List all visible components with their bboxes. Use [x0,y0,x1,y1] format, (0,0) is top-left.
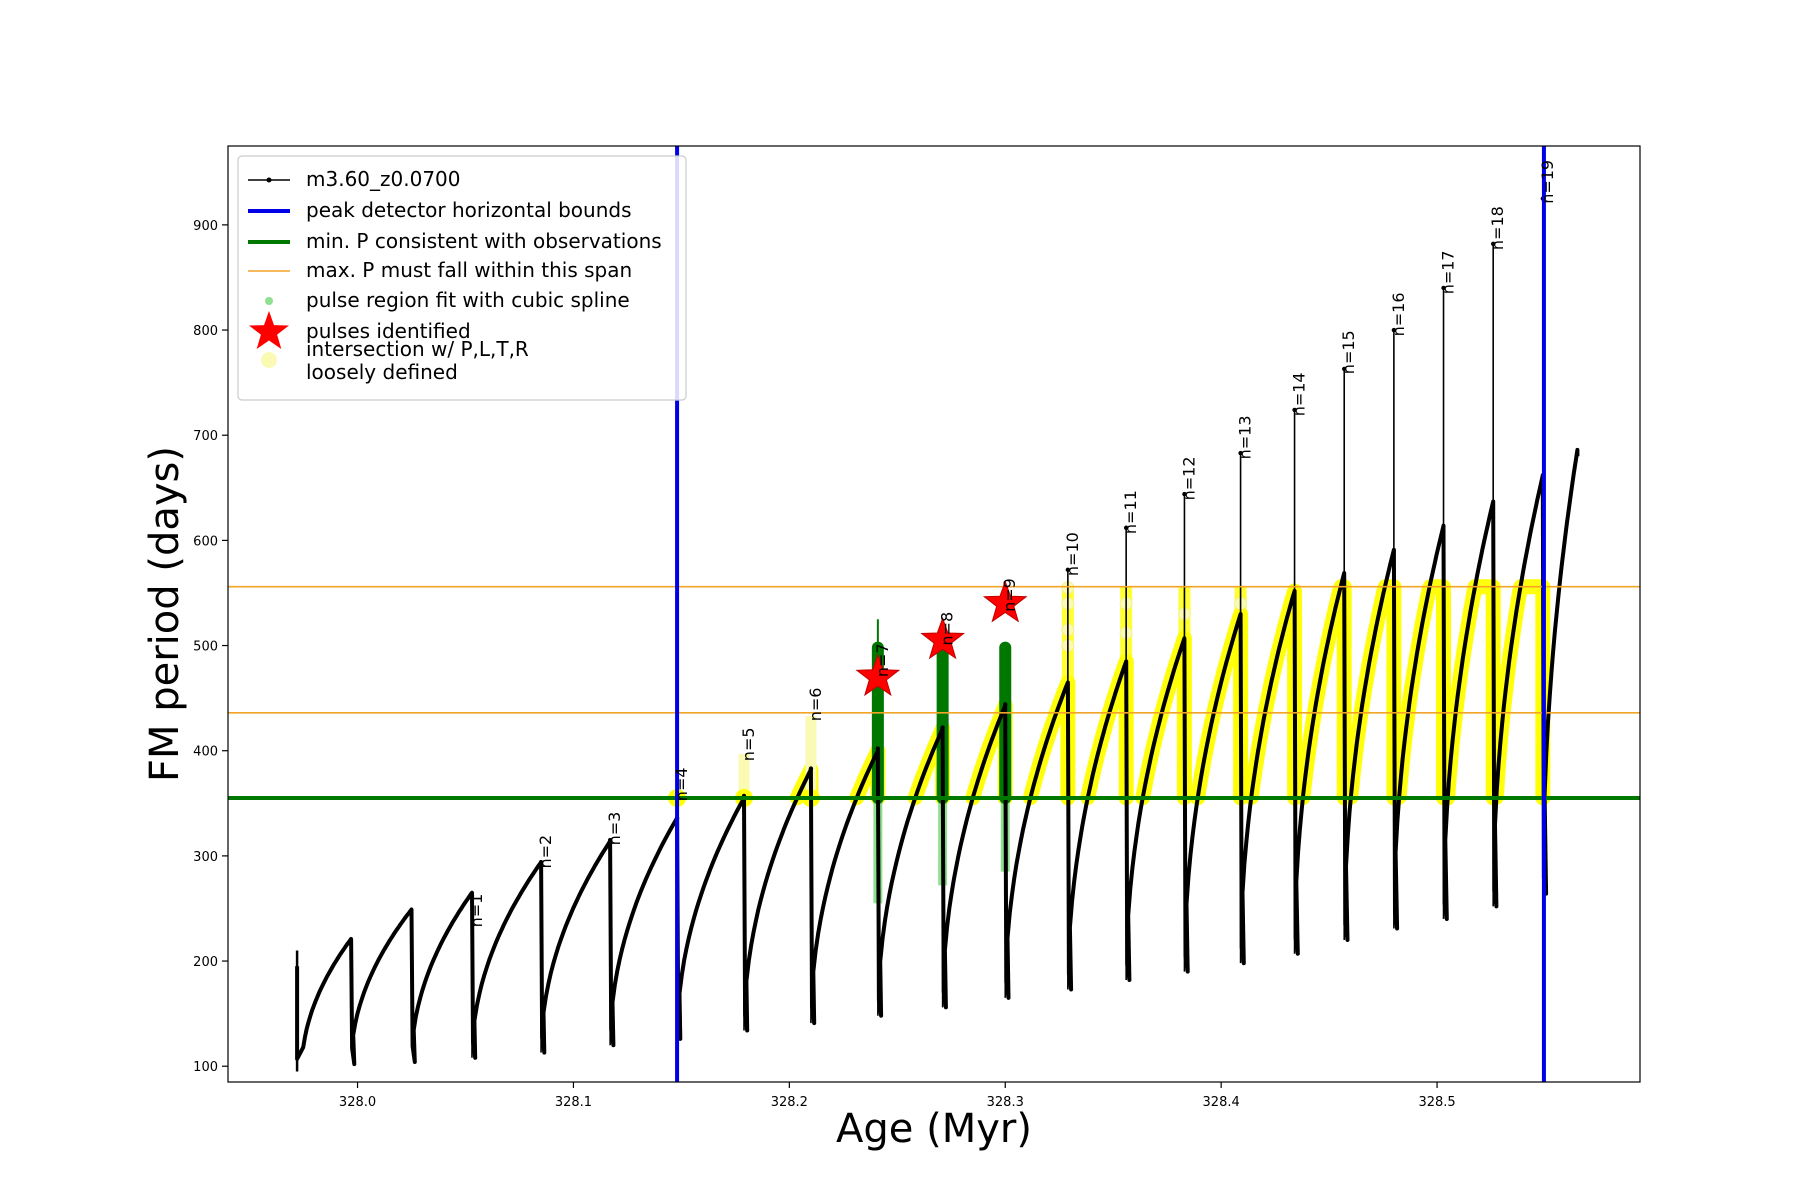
plot-frame [227,145,1641,1083]
legend-label: peak detector horizontal bounds [306,198,632,222]
spike-top-n8 [940,725,945,730]
label-n-12: n=12 [1179,456,1198,500]
y-tick-label: 400 [193,745,218,760]
legend-label: intersection w/ P,L,T,R loosely defined [306,337,529,384]
label-n-10: n=10 [1063,532,1082,576]
spike-top-n2 [538,859,544,865]
label-n-9: n=9 [1000,578,1019,612]
x-tick-label: 328.1 [555,1095,592,1110]
x-tick-label: 328.4 [1203,1095,1240,1110]
label-n-11: n=11 [1121,490,1140,534]
legend-label: m3.60_z0.0700 [306,167,461,191]
spike-top-n17 [1441,285,1446,291]
y-tick-label: 500 [193,640,218,655]
legend-entry-4: max. P must fall within this span [248,258,632,282]
x-tick-label: 328.5 [1418,1095,1455,1110]
y-tick-label: 100 [193,1060,218,1075]
legend-swatch-star [249,311,289,349]
label-n-6: n=6 [806,688,825,722]
spike-top-n6 [808,766,814,771]
label-n-13: n=13 [1236,415,1255,459]
legend-label: min. P consistent with observations [306,229,662,253]
pulse-star-8 [920,616,966,660]
x-tick-label: 328.3 [987,1095,1024,1110]
legend-swatch-track-dot [266,177,272,183]
model-track-line [295,447,1580,1067]
legend-entry-7: intersection w/ P,L,T,R loosely defined [261,337,529,384]
legend-label: pulse region fit with cubic spline [306,288,630,312]
label-n-8: n=8 [938,612,957,646]
legend-swatch-dot [265,297,273,305]
y-tick-label: 900 [193,219,218,234]
model-track-layer [295,196,1580,1072]
axes: 328.0 328.1 328.2 328.3 328.4 328.5 100 200 300 4… [193,219,1455,1110]
label-n-3: n=3 [605,812,624,846]
y-tick-label: 700 [193,429,218,444]
spike-top-n7 [875,746,881,751]
spike-top-n10 [1065,567,1071,573]
x-axis-label: Age (Myr) [836,1106,1032,1152]
spike-top-n9 [1003,702,1008,707]
legend-label-line: loosely defined [306,360,458,384]
pulse-star-9 [982,580,1028,623]
x-tick-label: 328.2 [771,1095,808,1110]
legend-entry-2: peak detector horizontal bounds [248,198,632,222]
legend-entry-6: pulses identified [249,311,471,349]
spike-top-n15 [1342,366,1347,372]
legend-entry-5: pulse region fit with cubic spline [265,288,630,312]
y-axis-label: FM period (days) [142,446,188,782]
legend-label-line: m3.60_z0.0700 [306,167,461,191]
legend-label-line: intersection w/ P,L,T,R [306,337,529,361]
label-n-18: n=18 [1488,206,1507,250]
label-n-5: n=5 [739,727,758,761]
y-tick-label: 600 [193,534,218,549]
legend-entry-3: min. P consistent with observations [248,229,662,253]
legend-label-line: pulses identified [306,319,471,343]
legend-label-line: min. P consistent with observations [306,229,662,253]
label-n-2: n=2 [536,835,555,869]
spike-top-n3 [607,837,613,843]
spike-top-n16 [1391,327,1397,333]
label-n-14: n=14 [1290,372,1309,416]
label-n-19: n=19 [1538,160,1557,204]
y-tick-label: 300 [193,850,218,865]
legend-label-line: max. P must fall within this span [306,258,632,282]
cycle-labels: n=1 n=2 n=3 n=4 n=5 n=6 n=7 n=8 n=9 n=10 n=11 n=12 n… [467,160,1557,928]
legend-label: pulses identified [306,319,471,343]
legend-entry-1: m3.60_z0.0700 [248,167,461,191]
reference-lines [228,146,1640,1082]
label-n-15: n=15 [1339,330,1358,374]
spike-top-n13 [1238,450,1243,456]
legend-label-line: peak detector horizontal bounds [306,198,632,222]
legend-swatch-pale-dot [261,352,277,368]
label-n-17: n=17 [1439,250,1458,294]
label-n-1: n=1 [467,894,486,928]
y-tick-label: 200 [193,955,218,970]
pulse-stars [855,580,1028,697]
label-n-16: n=16 [1389,292,1408,336]
label-n-7: n=7 [873,643,892,677]
y-tick-label: 800 [193,324,218,339]
label-n-4: n=4 [672,767,691,801]
legend-box [237,155,687,401]
spike-top-n14 [1292,407,1297,413]
plot-content: n=1 n=2 n=3 n=4 n=5 n=6 n=7 n=8 n=9 n=10 n=11 n=12 n… [228,146,1640,1082]
legend-label-line: pulse region fit with cubic spline [306,288,630,312]
x-tick-label: 328.0 [339,1095,376,1110]
spike-top-n11 [1123,525,1129,530]
spike-top-n1 [469,893,475,899]
spike-top-n12 [1182,491,1187,497]
legend-label: max. P must fall within this span [306,258,632,282]
pulse-star-7 [855,653,901,697]
spike-top-n18 [1490,241,1496,247]
